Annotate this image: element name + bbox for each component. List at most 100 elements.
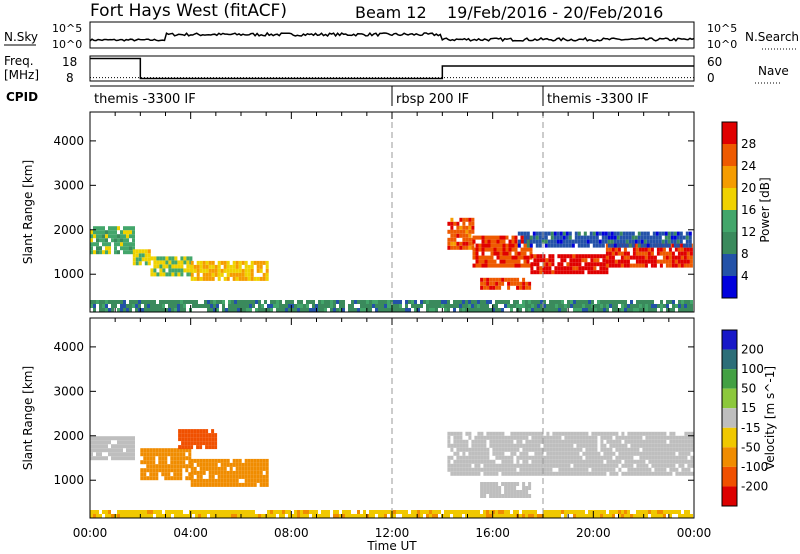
data-cell (609, 514, 612, 518)
data-cell (533, 270, 537, 275)
data-cell (165, 272, 169, 277)
data-cell (650, 263, 654, 268)
data-cell (223, 482, 227, 487)
data-cell (108, 226, 111, 231)
data-cell (658, 243, 662, 248)
data-cell (475, 259, 479, 264)
data-cell (587, 266, 591, 271)
data-cell (681, 455, 685, 460)
data-cell (576, 471, 580, 476)
data-cell (369, 510, 372, 514)
data-cell (182, 456, 186, 461)
data-cell (489, 494, 493, 498)
data-cell (508, 255, 512, 260)
data-cell (573, 304, 576, 308)
data-cell (498, 300, 501, 304)
data-cell (591, 435, 595, 440)
data-cell (309, 308, 312, 312)
data-cell (534, 447, 538, 452)
data-cell (513, 494, 517, 498)
data-cell (117, 436, 120, 441)
data-cell (508, 239, 512, 244)
data-cell (603, 455, 607, 460)
data-cell (618, 308, 621, 312)
data-cell (504, 471, 508, 476)
data-cell (135, 300, 138, 304)
data-cell (582, 300, 585, 304)
data-cell (508, 243, 512, 248)
data-cell (465, 514, 468, 518)
data-cell (588, 463, 592, 468)
data-cell (576, 308, 579, 312)
data-cell (537, 443, 541, 448)
data-cell (639, 514, 642, 518)
data-cell (495, 451, 499, 456)
data-cell (253, 260, 257, 265)
data-cell (525, 494, 529, 498)
data-cell (247, 268, 251, 273)
data-cell (585, 431, 589, 436)
data-cell (164, 476, 168, 481)
data-cell (333, 514, 336, 518)
data-cell (478, 243, 482, 248)
data-cell (174, 300, 177, 304)
data-cell (196, 470, 200, 475)
data-cell (255, 514, 258, 518)
velocity-colorbar-tick: -100 (741, 460, 768, 474)
data-cell (584, 254, 588, 259)
data-cell (462, 300, 465, 304)
data-cell (549, 459, 553, 464)
data-cell (244, 264, 248, 269)
data-cell (655, 235, 659, 240)
data-cell (668, 255, 672, 260)
data-cell (558, 455, 562, 460)
data-cell (687, 459, 691, 464)
data-cell (510, 451, 514, 456)
data-cell (480, 455, 484, 460)
data-cell (672, 447, 676, 452)
data-cell (609, 439, 613, 444)
data-cell (577, 239, 581, 244)
data-cell (105, 246, 108, 251)
data-cell (487, 259, 491, 264)
data-cell (635, 247, 639, 252)
data-cell (642, 304, 645, 308)
data-cell (414, 304, 417, 308)
data-cell (241, 272, 245, 277)
data-cell (513, 451, 517, 456)
data-cell (471, 241, 475, 246)
data-cell (591, 431, 595, 436)
data-cell (662, 247, 666, 252)
data-cell (147, 253, 151, 258)
data-cell (303, 510, 306, 514)
data-cell (606, 431, 610, 436)
data-cell (528, 471, 532, 476)
data-cell (517, 255, 521, 260)
data-cell (570, 471, 574, 476)
data-cell (522, 471, 526, 476)
data-cell (276, 300, 279, 304)
time-tick-label: 12:00 (375, 526, 410, 540)
data-cell (120, 230, 123, 235)
data-cell (177, 260, 181, 265)
data-cell (519, 304, 522, 308)
data-cell (495, 467, 499, 472)
data-cell (174, 264, 178, 269)
data-cell (663, 435, 667, 440)
data-cell (516, 435, 520, 440)
data-cell (611, 255, 615, 260)
data-cell (456, 241, 460, 246)
data-cell (444, 304, 447, 308)
data-cell (279, 510, 282, 514)
data-cell (681, 463, 685, 468)
data-cell (93, 510, 96, 514)
data-cell (129, 250, 132, 255)
data-cell (444, 300, 447, 304)
data-cell (225, 510, 228, 514)
data-cell (417, 304, 420, 308)
power-colorbar-swatch (722, 122, 737, 144)
freq-tick-bottom: 8 (66, 71, 74, 85)
data-cell (669, 447, 673, 452)
data-cell (459, 229, 463, 234)
data-cell (222, 308, 225, 312)
